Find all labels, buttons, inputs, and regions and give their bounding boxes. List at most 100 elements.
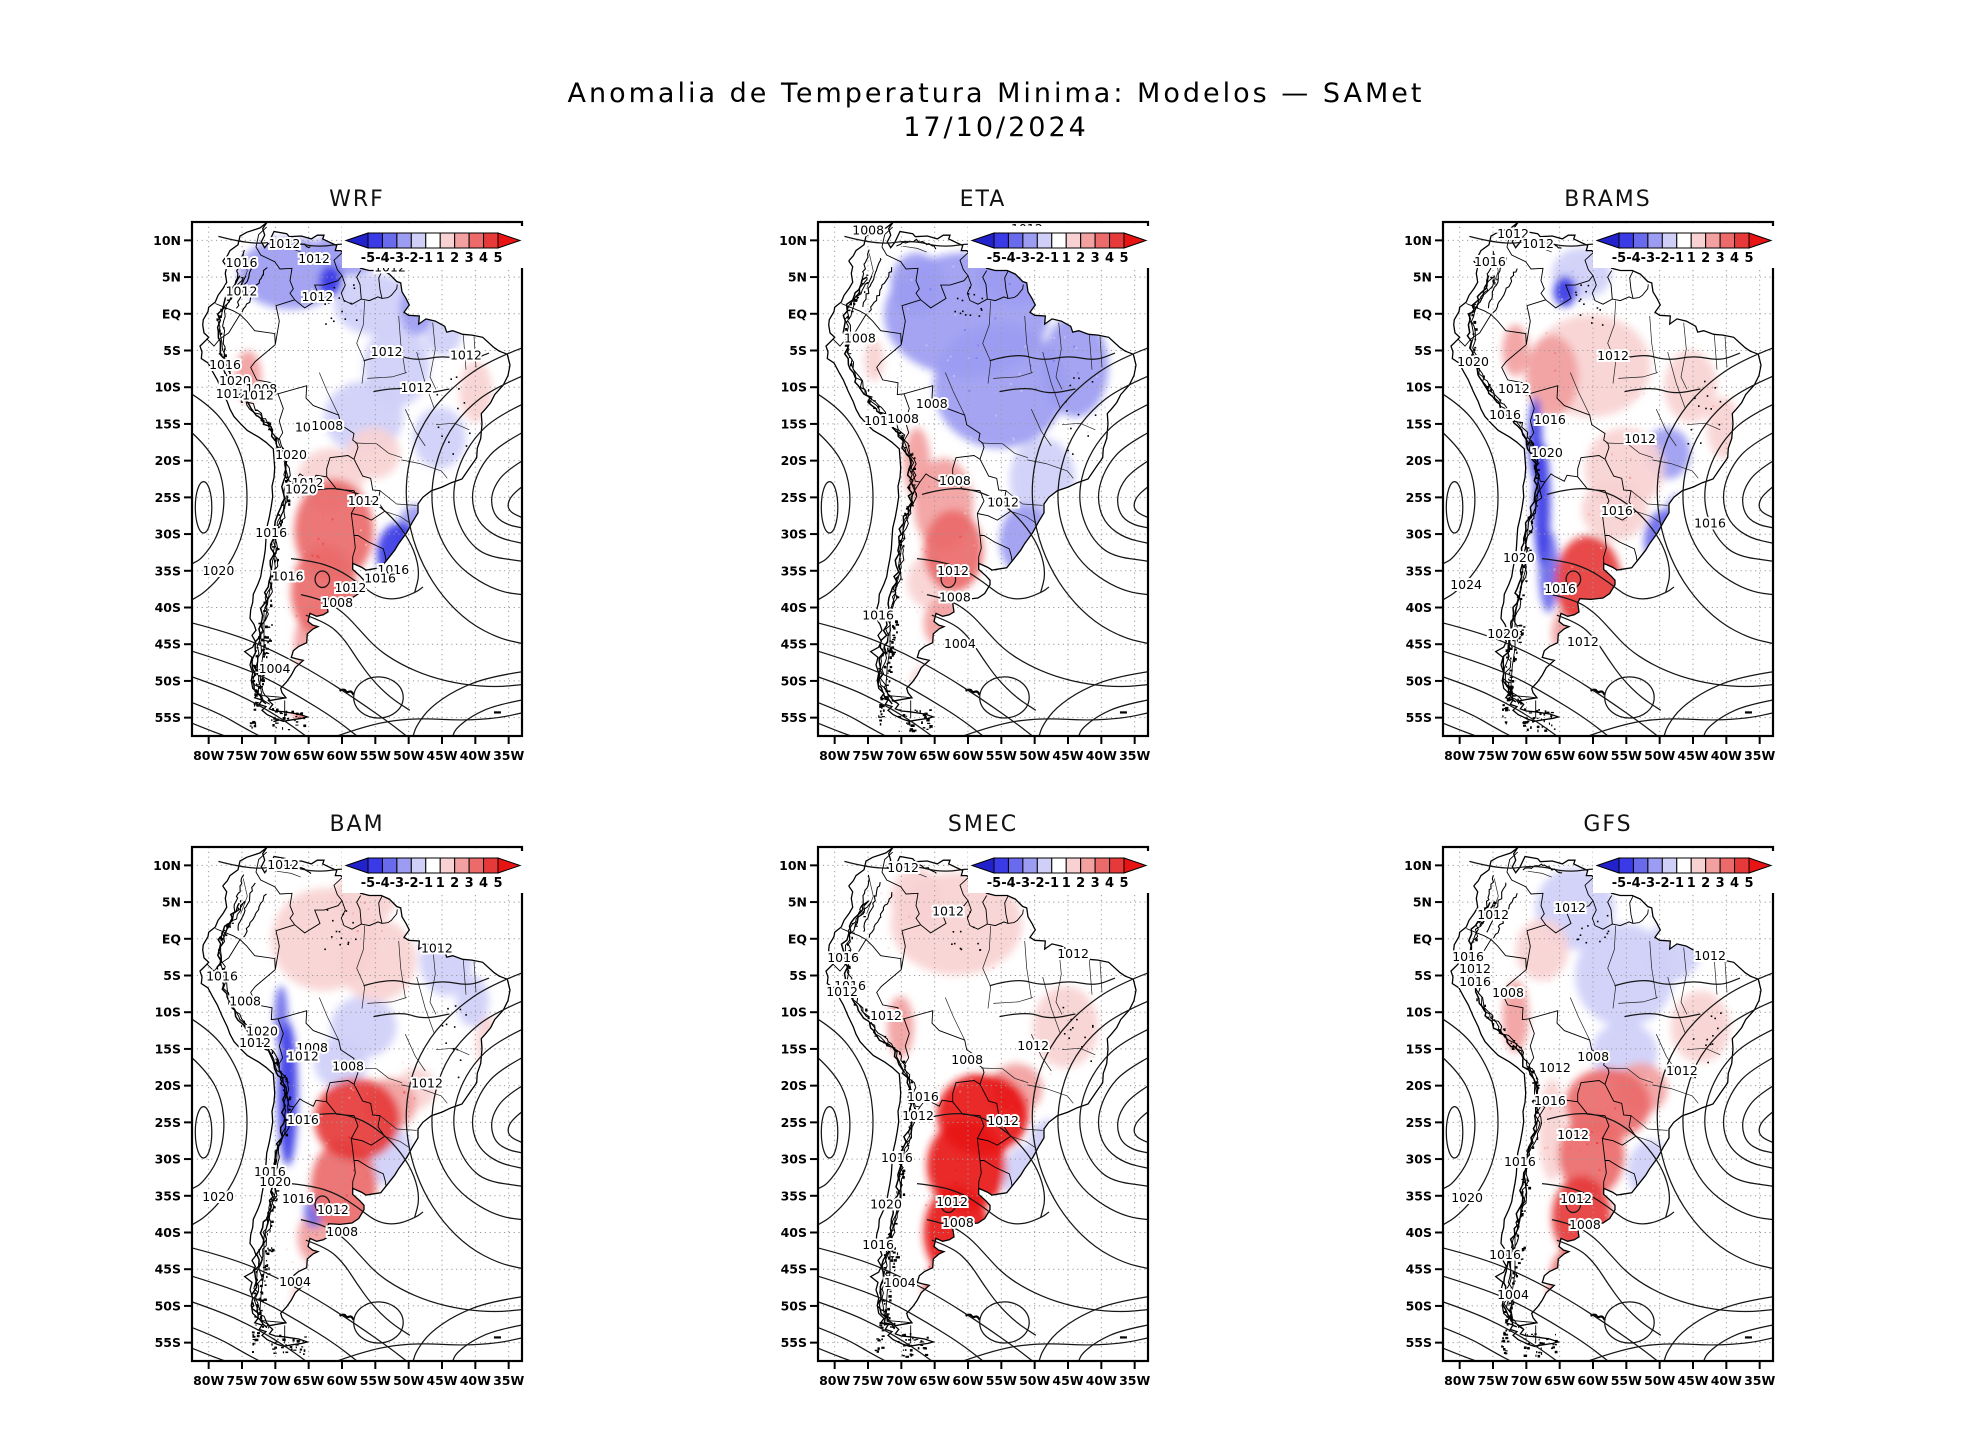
lat-tick-label: 5S [1414,343,1432,358]
pressure-contours [1442,860,1774,1362]
lat-tick-label: 55S [155,710,181,725]
contour-label: 1020 [1487,626,1519,641]
lon-tick-label: 35W [493,1373,524,1388]
contour-label: 1012 [287,1049,319,1064]
colorbar-tick-label: 4 [479,876,488,891]
lat-tick-label: 25S [1406,490,1432,505]
colorbar-tick-label: 5 [493,876,502,891]
contour-label: 1016 [206,969,238,984]
colorbar-tick-label: -3 [1016,876,1030,891]
panel-bam: BAM 1012 1012 1016 1008 1020 1012 1008 1012 1008 1… [132,806,532,1406]
lat-tick-label: 40S [781,600,807,615]
contour-label: 1008 [942,1215,974,1230]
colorbar-tick-label: -5 [987,251,1001,266]
axes: 10N 5N EQ 5S 10S 15S 20S 25S 30S 35S 40S 45S 50S 55S 8… [779,233,1150,763]
colorbar-tick-label: 3 [1716,251,1725,266]
contour-label: 1008 [245,381,277,396]
axes: 10N 5N EQ 5S 10S 15S 20S 25S 30S 35S 40S 45S 50S 55S 8… [1404,858,1775,1388]
falkland-islands [965,688,981,696]
pressure-contours [191,235,523,737]
contour-label: 1020 [1451,1190,1483,1205]
lon-tick-label: 80W [1444,1373,1475,1388]
lat-tick-label: EQ [162,306,181,321]
lon-tick-label: 80W [819,748,850,763]
contour-label: 1012 [936,1194,968,1209]
lat-tick-label: 10S [781,1005,807,1020]
lat-tick-label: 45S [781,1262,807,1277]
contour-label: 1012 [870,1008,902,1023]
lon-tick-label: 50W [1644,1373,1675,1388]
contour-label: 1008 [326,1224,358,1239]
contour-label: 1012 [1557,1127,1589,1142]
colorbar-arrow-high [497,857,522,874]
lon-tick-label: 40W [460,748,491,763]
contour-label: 1012 [1554,900,1586,915]
archipelago-specks [1501,1246,1558,1358]
lat-tick-label: 30S [1406,1152,1432,1167]
axes: 10N 5N EQ 5S 10S 15S 20S 25S 30S 35S 40S 45S 50S 55S 8… [153,858,524,1388]
contour-label: 1008 [939,590,971,605]
colorbar-tick-label: 5 [1744,251,1753,266]
falkland-islands [965,1313,981,1321]
contour-label: 1008 [1492,985,1524,1000]
colorbar: -5 -4 -3 -2 -1 1 2 3 4 5 [342,226,526,268]
contour-label: 1016 [282,1191,314,1206]
colorbar-tick-label: 4 [1730,251,1739,266]
lat-tick-label: 15S [781,1041,807,1056]
contour-label: 1008 [332,1059,364,1074]
lat-tick-label: 40S [781,1225,807,1240]
contour-label: 1012 [292,475,324,490]
contour-label: 1012 [411,1075,443,1090]
contour-label: 1012 [239,1035,271,1050]
south-georgia-island [493,711,501,714]
lon-tick-label: 60W [326,748,357,763]
coastline [825,847,1137,1347]
panel-wrf: WRF1012101610121012101210121012101210121… [132,181,532,781]
contour-label: 1020 [1503,550,1535,565]
contour-label: 1020 [285,481,317,496]
lat-tick-label: 50S [1406,673,1432,688]
colorbar-tick-label: 2 [1076,251,1085,266]
archipelago-specks [874,1247,929,1358]
lat-tick-label: 55S [781,710,807,725]
state-borders [240,245,477,524]
contour-label: 1020 [202,1189,234,1204]
lon-tick-label: 80W [193,1373,224,1388]
lat-tick-label: 10S [781,380,807,395]
contour-label: 1012 [421,940,453,955]
lat-tick-label: 15S [155,1041,181,1056]
map-frame [190,845,524,1363]
colorbar-tick-label: 3 [465,251,474,266]
lat-tick-label: 35S [781,1188,807,1203]
contour-label: 1016 [254,1164,286,1179]
colorbar-tick-label: 4 [1105,251,1114,266]
colorbar-tick-label: -5 [987,876,1001,891]
colorbar-tick-label: -2 [1030,251,1044,266]
panel-smec: SMEC 1012 1012 1012 1016 1016 1012 1012 1012 1008… [758,806,1158,1406]
lon-tick-label: 55W [1611,1373,1642,1388]
contour-label: 1012 [1459,961,1491,976]
contour-label: 1012 [226,283,258,298]
colorbar-tick-label: -4 [1001,251,1015,266]
colorbar-tick-label: 5 [1119,876,1128,891]
contour-label: 1004 [884,1275,916,1290]
contour-label: 1012 [932,903,964,918]
grid-lines [192,222,522,736]
contour-label: 1012 [902,1108,934,1123]
contour-label: 1020 [1457,354,1489,369]
lon-tick-label: 40W [1711,748,1742,763]
contour-label: 1012 [450,348,482,363]
lat-tick-label: 10S [155,1005,181,1020]
lon-tick-label: 55W [986,748,1017,763]
falkland-islands [1590,688,1606,696]
colorbar-tick-label: -4 [1626,876,1640,891]
lat-tick-label: EQ [162,931,181,946]
pressure-contours [817,235,1149,737]
figure-title: Anomalia de Temperatura Minima: Modelos … [567,78,1425,109]
lon-tick-label: 55W [360,748,391,763]
lon-tick-label: 35W [493,748,524,763]
lon-tick-label: 35W [1744,748,1775,763]
lat-tick-label: 30S [1406,527,1432,542]
axes: 10N 5N EQ 5S 10S 15S 20S 25S 30S 35S 40S 45S 50S 55S 8… [779,858,1150,1388]
